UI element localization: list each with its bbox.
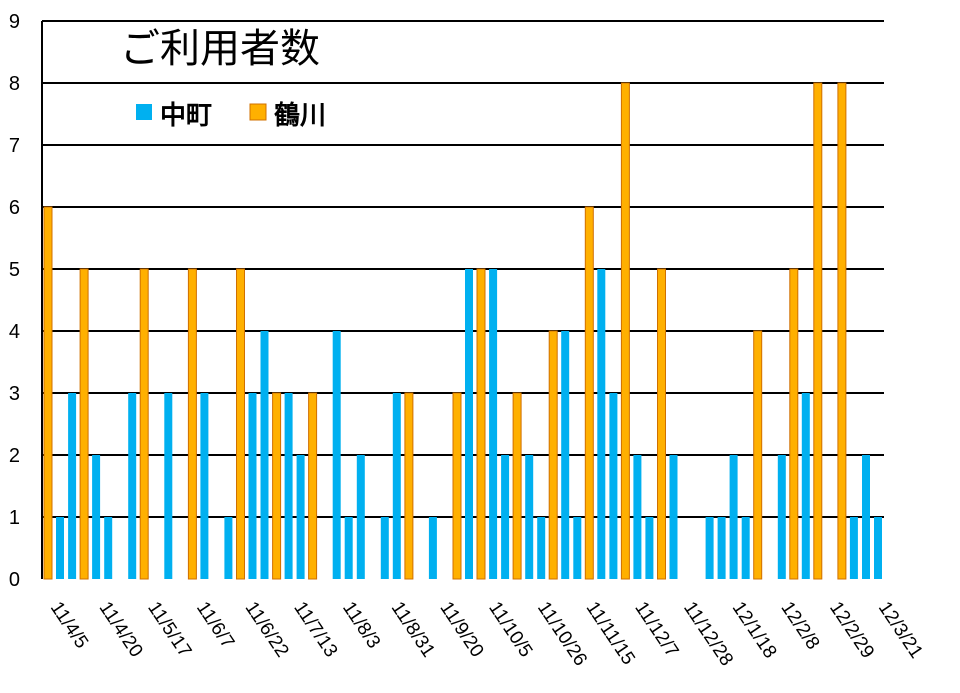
y-axis-tick-labels: 0 1 2 3 4 5 6 7 8 9 [9,11,20,591]
bar-nakamachi [573,517,582,579]
bar-nakamachi [801,393,810,579]
bar-nakamachi [260,331,269,579]
bar-nakamachi [669,455,678,579]
y-tick-label: 4 [9,321,20,343]
bar-nakamachi [729,455,738,579]
bar-nakamachi [874,517,882,579]
bar-nakamachi [332,331,341,579]
x-tick-label: 11/6/7 [192,598,238,652]
legend-swatch-tsurukawa [249,103,267,121]
chart-title: ご利用者数 [120,26,320,72]
bar-tsurukawa [187,268,197,580]
y-tick-label: 2 [9,445,20,467]
y-tick-label: 7 [9,135,20,157]
x-tick-label: 12/2/29 [825,598,878,662]
bar-tsurukawa [404,392,414,580]
legend-label-tsurukawa: 鶴川 [274,100,326,131]
x-tick-label: 12/1/18 [728,598,781,662]
bar-nakamachi [392,393,401,579]
x-tick-label: 11/5/17 [143,598,195,661]
y-tick-label: 0 [9,569,20,591]
bar-nakamachi [597,269,606,579]
bar-nakamachi [537,517,546,579]
x-tick-label: 11/8/3 [338,598,384,652]
bar-nakamachi [777,455,786,579]
bar-nakamachi [489,269,498,579]
bar-nakamachi [525,455,534,579]
bar-nakamachi [380,517,389,579]
bar-nakamachi [428,517,437,579]
bar-tsurukawa [236,268,245,580]
bar-tsurukawa [308,392,318,580]
x-tick-label: 11/12/7 [630,598,682,661]
bar-nakamachi [862,455,870,579]
legend-swatch-nakamachi [136,104,152,120]
x-tick-label: 12/2/8 [776,598,823,654]
bar-nakamachi [128,393,137,579]
legend: 中町 鶴川 [136,100,326,131]
gridlines [42,20,884,518]
x-tick-label: 11/10/5 [484,598,536,661]
bar-nakamachi [344,517,353,579]
bar-tsurukawa [620,82,630,580]
bar-nakamachi [356,455,365,579]
bar-tsurukawa [837,82,847,580]
bar-nakamachi [296,455,305,579]
bar-nakamachi [164,393,173,579]
bar-nakamachi [501,455,510,579]
bar-nakamachi [561,331,570,579]
bar-nakamachi [284,393,293,579]
y-tick-label: 1 [9,507,20,529]
y-tick-label: 6 [9,197,20,219]
bar-nakamachi [465,269,473,579]
bar-nakamachi [705,517,714,579]
bar-nakamachi [633,455,642,579]
x-tick-label: 11/4/20 [95,598,147,661]
x-tick-label: 12/3/21 [874,598,927,662]
bar-nakamachi [248,393,257,579]
legend-label-nakamachi: 中町 [160,101,212,131]
x-tick-label: 11/8/31 [387,598,439,661]
x-tick-label: 11/7/13 [289,598,341,661]
bar-nakamachi [849,517,858,579]
bar-tsurukawa [512,392,522,580]
y-tick-label: 8 [9,73,20,95]
bar-tsurukawa [43,206,53,580]
bar-tsurukawa [813,82,823,580]
bar-tsurukawa [789,268,799,580]
bar-tsurukawa [79,268,89,580]
y-tick-label: 5 [9,259,20,281]
bar-nakamachi [717,517,726,579]
y-tick-label: 3 [9,383,20,405]
bar-tsurukawa [139,268,149,580]
bar-tsurukawa [272,392,282,580]
bar-nakamachi [609,393,618,579]
bar-nakamachi [224,517,233,579]
bar-tsurukawa [657,268,666,580]
bar-tsurukawa [548,330,558,580]
bar-nakamachi [56,517,64,579]
x-tick-label: 11/6/22 [241,598,293,661]
bar-tsurukawa [584,206,594,580]
bars [43,82,882,580]
bar-tsurukawa [753,330,763,580]
bar-nakamachi [200,393,209,579]
x-tick-label: 11/4/5 [46,598,92,652]
y-tick-label: 9 [9,11,20,33]
bar-nakamachi [104,517,113,579]
bar-nakamachi [645,517,654,579]
x-tick-label: 11/9/20 [435,598,487,661]
bar-nakamachi [92,455,101,579]
bar-tsurukawa [476,268,486,580]
bar-tsurukawa [452,392,462,580]
bar-nakamachi [741,517,750,579]
bar-nakamachi [68,393,77,579]
